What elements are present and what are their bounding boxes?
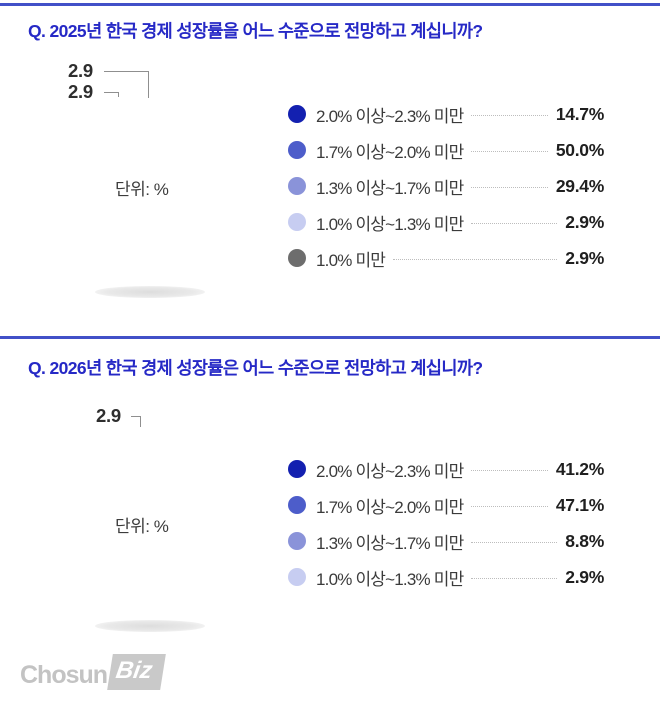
legend-value: 2.9% xyxy=(565,247,604,268)
legend-row: 2.0% 이상~2.3% 미만 14.7% xyxy=(288,101,604,127)
legend-row: 1.0% 미만 2.9% xyxy=(288,245,604,271)
legend-value: 50.0% xyxy=(555,139,604,160)
legend-row: 1.7% 이상~2.0% 미만 47.1% xyxy=(288,492,604,518)
legend-label: 1.0% 이상~1.3% 미만 xyxy=(316,214,464,234)
legend-dot xyxy=(288,532,306,550)
legend-dot xyxy=(288,141,306,159)
pie1-leader-line-1 xyxy=(104,71,149,98)
legend-label: 2.0% 이상~2.3% 미만 xyxy=(316,461,464,481)
legend-dotted-fill xyxy=(471,150,548,152)
legend-row: 1.3% 이상~1.7% 미만 8.8% xyxy=(288,528,604,554)
legend-value: 29.4% xyxy=(555,175,604,196)
legend-row: 1.3% 이상~1.7% 미만 29.4% xyxy=(288,173,604,199)
legend-label: 1.3% 이상~1.7% 미만 xyxy=(316,533,464,553)
legend-value: 2.9% xyxy=(565,566,604,587)
legend-value: 14.7% xyxy=(555,103,604,124)
legend-row: 1.7% 이상~2.0% 미만 50.0% xyxy=(288,137,604,163)
legend-dot xyxy=(288,568,306,586)
pie1-shadow xyxy=(95,286,205,298)
legend-dot xyxy=(288,213,306,231)
legend-value: 2.9% xyxy=(565,211,604,232)
legend-row: 2.0% 이상~2.3% 미만 41.2% xyxy=(288,456,604,482)
legend-value: 8.8% xyxy=(565,530,604,551)
question-title-2026: Q. 2026년 한국 경제 성장률은 어느 수준으로 전망하고 계십니까? xyxy=(28,358,483,378)
question-title-2025: Q. 2025년 한국 경제 성장률을 어느 수준으로 전망하고 계십니까? xyxy=(28,21,483,41)
legend-dotted-fill xyxy=(471,541,558,543)
legend-value: 41.2% xyxy=(555,458,604,479)
pie2-shadow xyxy=(95,620,205,632)
top-accent-line xyxy=(0,3,660,6)
legend-dotted-fill xyxy=(471,505,548,507)
legend-dot xyxy=(288,105,306,123)
legend-dot xyxy=(288,496,306,514)
legend-label: 1.0% 미만 xyxy=(316,250,386,270)
legend-dotted-fill xyxy=(471,469,548,471)
pie2-unit-label: 단위: % xyxy=(115,517,169,536)
legend-dotted-fill xyxy=(471,222,558,224)
legend-label: 1.3% 이상~1.7% 미만 xyxy=(316,178,464,198)
legend-dotted-fill xyxy=(471,186,548,188)
pie1-callout-label-1: 2.9 xyxy=(68,60,93,81)
legend-dot xyxy=(288,249,306,267)
pie1-callout-label-2: 2.9 xyxy=(68,81,93,102)
legend-dotted-fill xyxy=(471,577,558,579)
legend-row: 1.0% 이상~1.3% 미만 2.9% xyxy=(288,209,604,235)
legend-dot xyxy=(288,460,306,478)
pie1-leader-line-2 xyxy=(104,92,119,97)
legend-dotted-fill xyxy=(471,114,548,116)
pie2-leader-line-1 xyxy=(131,416,141,427)
section-divider-line xyxy=(0,336,660,339)
logo-badge-biz: Biz xyxy=(107,654,166,690)
legend-label: 1.7% 이상~2.0% 미만 xyxy=(316,142,464,162)
legend-value: 47.1% xyxy=(555,494,604,515)
legend-2025: 2.0% 이상~2.3% 미만 14.7% 1.7% 이상~2.0% 미만 50… xyxy=(288,101,604,281)
legend-2026: 2.0% 이상~2.3% 미만 41.2% 1.7% 이상~2.0% 미만 47… xyxy=(288,456,604,600)
pie1-unit-label: 단위: % xyxy=(115,180,169,199)
logo-text-chosun: Chosun xyxy=(20,660,108,689)
chosunbiz-logo: Chosun Biz xyxy=(20,654,166,693)
legend-label: 2.0% 이상~2.3% 미만 xyxy=(316,106,464,126)
legend-label: 1.7% 이상~2.0% 미만 xyxy=(316,497,464,517)
legend-label: 1.0% 이상~1.3% 미만 xyxy=(316,569,464,589)
legend-row: 1.0% 이상~1.3% 미만 2.9% xyxy=(288,564,604,590)
pie2-callout-label-1: 2.9 xyxy=(96,405,121,426)
legend-dot xyxy=(288,177,306,195)
legend-dotted-fill xyxy=(393,258,558,260)
